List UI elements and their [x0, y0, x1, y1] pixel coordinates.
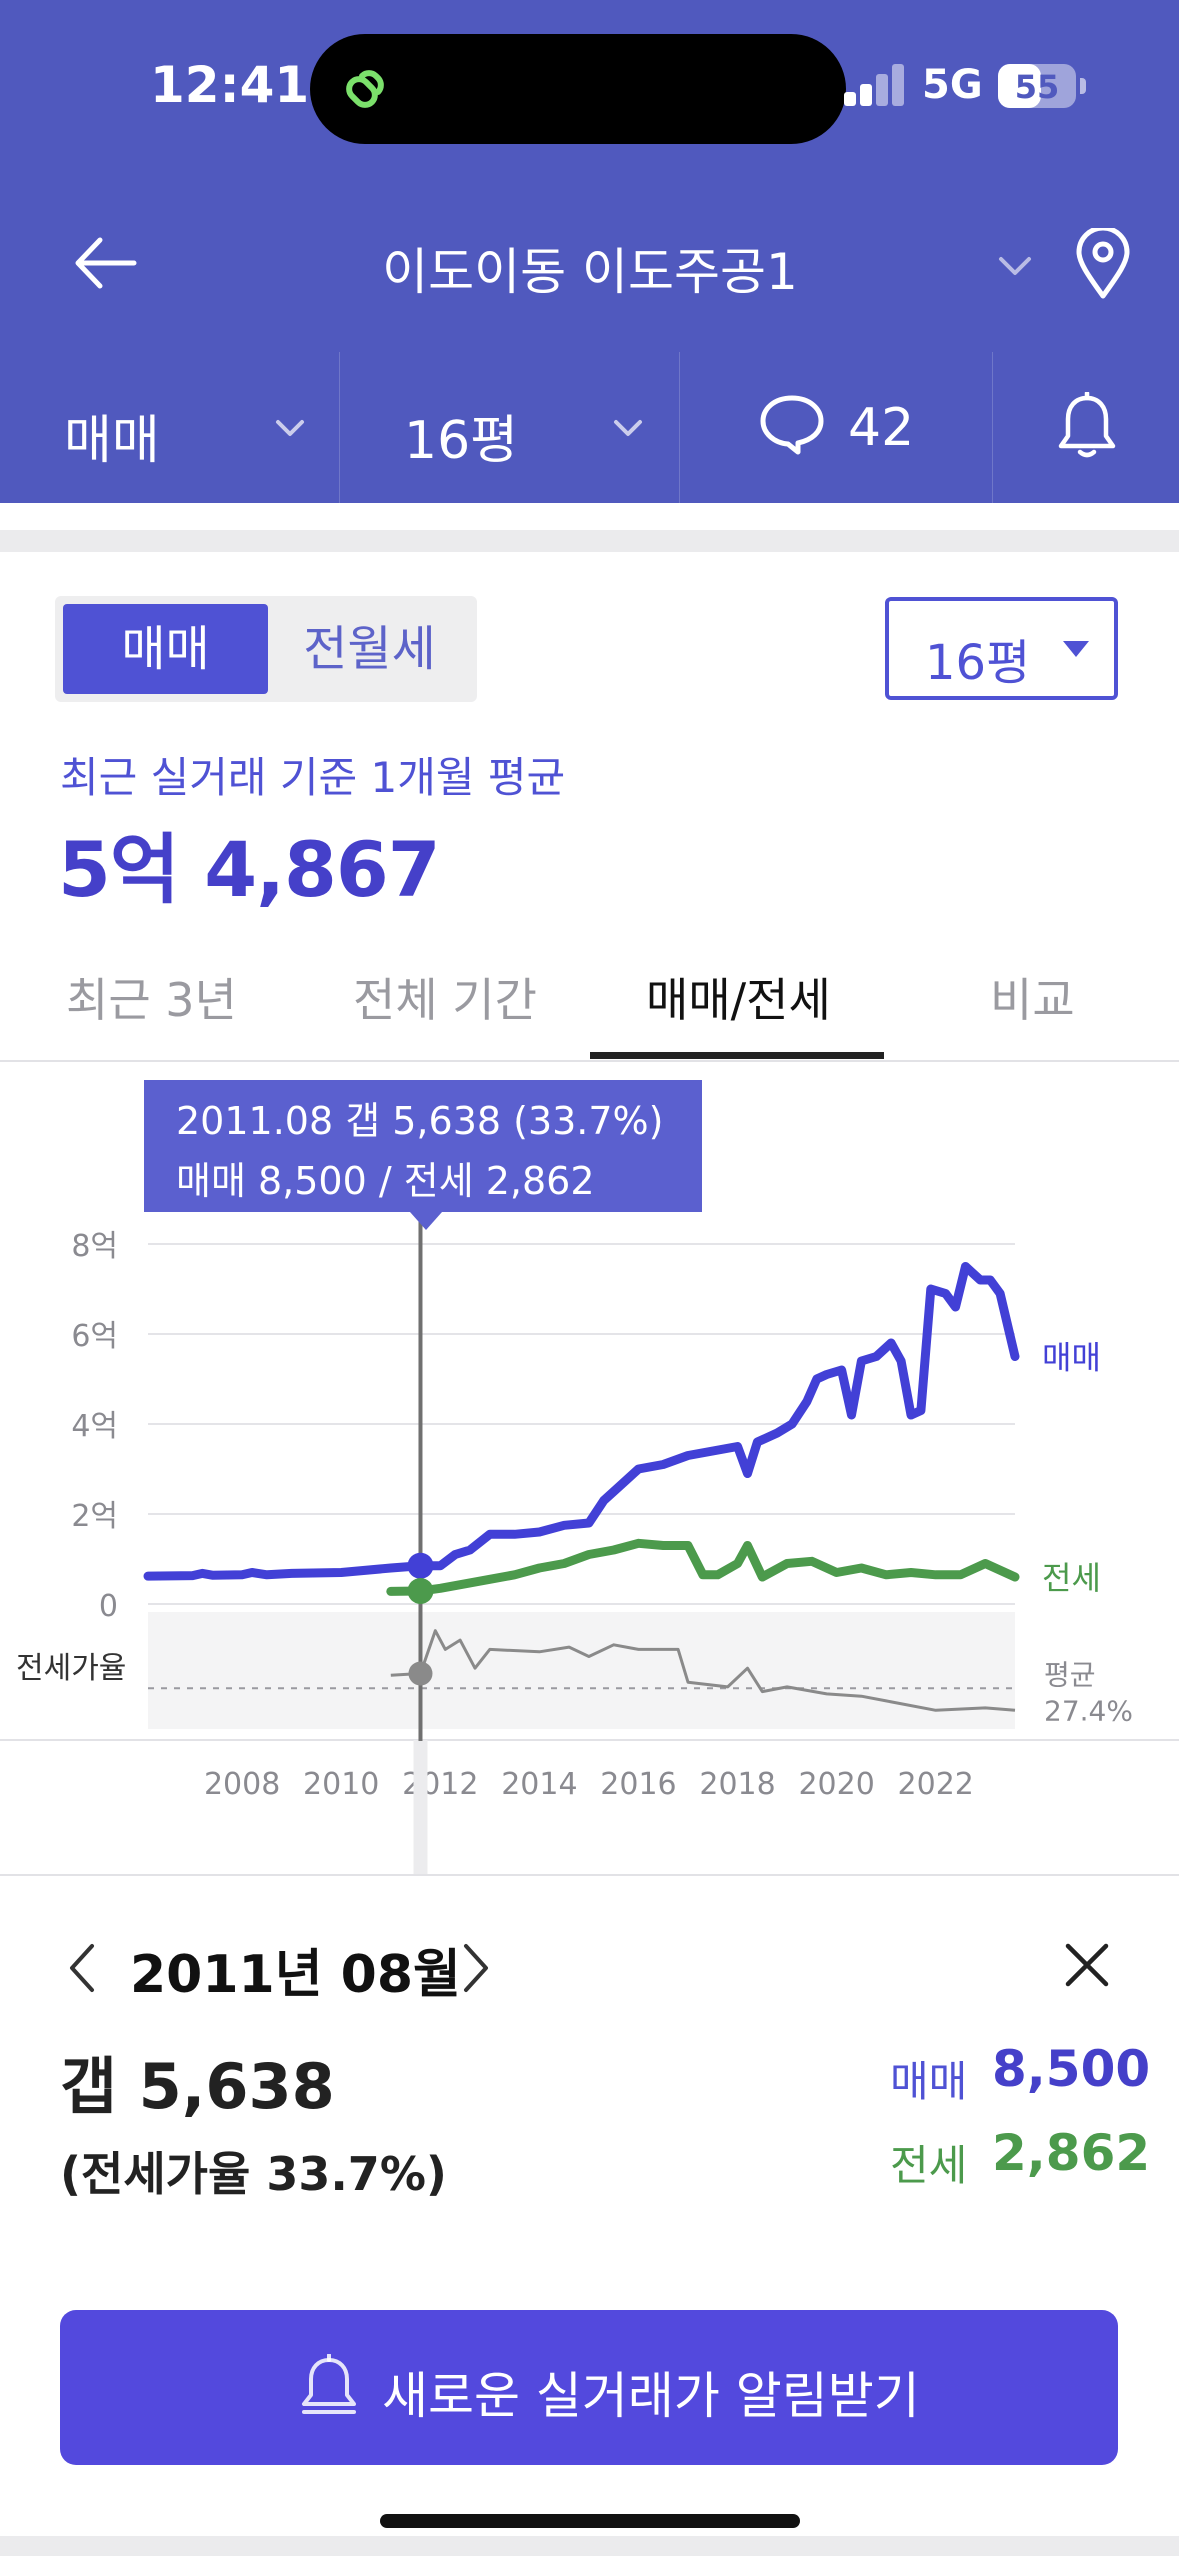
- buy-label: 매매: [890, 2057, 968, 2106]
- tooltip-prices: 매매 8,500 / 전세 2,862: [176, 1159, 595, 1203]
- tab-buy-jeonse[interactable]: 매매/전세: [646, 973, 831, 1027]
- tab-all-period[interactable]: 전체 기간: [353, 973, 537, 1027]
- chevron-right-icon[interactable]: [456, 1940, 496, 1996]
- buy-series-label: 매매: [1042, 1339, 1101, 1377]
- x-tick-label: 2016: [600, 1767, 676, 1802]
- toggle-buy[interactable]: 매매: [63, 604, 268, 694]
- x-tick-label: 2020: [798, 1767, 874, 1802]
- ratio-selected-marker: [408, 1661, 433, 1686]
- comment-count: 42: [848, 398, 915, 458]
- alert-button-label: 새로운 실거래가 알림받기: [382, 2367, 920, 2425]
- ratio-band-bg: [148, 1612, 1015, 1729]
- x-tick-label: 2008: [204, 1767, 280, 1802]
- toggle-rent[interactable]: 전월세: [303, 621, 436, 677]
- battery-level: 55: [1014, 68, 1060, 106]
- battery-icon: 55: [998, 64, 1076, 108]
- close-icon[interactable]: [1062, 1940, 1112, 1990]
- x-tick-label: 2018: [699, 1767, 775, 1802]
- trade-toggle: 매매 전월세: [55, 596, 477, 702]
- tooltip-arrow: [410, 1212, 442, 1230]
- period-tabs: 최근 3년 전체 기간 매매/전세 비교: [0, 938, 1179, 1062]
- page-title[interactable]: 이도이동 이도주공1: [382, 243, 798, 301]
- divider: [992, 352, 993, 503]
- y-tick-label: 2억: [71, 1499, 118, 1534]
- filter-bar: 매매 16평 42: [0, 352, 1179, 503]
- link-app-icon: [346, 70, 384, 108]
- buy-value: 8,500: [992, 2040, 1151, 2098]
- tab-compare[interactable]: 비교: [990, 973, 1075, 1027]
- section-divider: [0, 530, 1179, 552]
- size-label: 16평: [404, 411, 519, 471]
- bottom-strip: [0, 2536, 1179, 2556]
- selection-stem: [413, 1740, 428, 1874]
- comments-button[interactable]: 42: [680, 352, 992, 503]
- price-alert-button[interactable]: 새로운 실거래가 알림받기: [60, 2310, 1118, 2465]
- home-indicator: [380, 2514, 800, 2528]
- recent-average-price: 5억 4,867: [58, 825, 441, 914]
- location-pin-icon[interactable]: [1075, 228, 1131, 300]
- size-dropdown[interactable]: 16평: [340, 352, 679, 503]
- buy-series-line: [143, 1262, 1020, 1581]
- x-tick-label: 2014: [501, 1767, 577, 1802]
- ratio-label: 전세가율: [16, 1651, 126, 1686]
- chevron-down-icon[interactable]: [995, 245, 1035, 285]
- bell-icon: [302, 2354, 356, 2414]
- bell-icon[interactable]: [1056, 392, 1118, 462]
- jeonse-value: 2,862: [992, 2124, 1151, 2182]
- tab-recent-3y[interactable]: 최근 3년: [66, 973, 237, 1027]
- speech-bubble-icon: [760, 395, 824, 455]
- jeonse-label: 전세: [890, 2141, 968, 2190]
- battery-tip: [1080, 78, 1086, 94]
- divider: [679, 352, 680, 503]
- gap-value: 갭 5,638: [60, 2050, 335, 2123]
- jeonse-ratio: (전세가율 33.7%): [60, 2147, 447, 2201]
- jeonse-series-label: 전세: [1042, 1559, 1101, 1597]
- trade-type-dropdown[interactable]: 매매: [0, 352, 339, 503]
- dynamic-island: [310, 34, 846, 144]
- jeonse-selected-marker: [407, 1577, 434, 1604]
- chart-tooltip: 2011.08 갭 5,638 (33.7%) 매매 8,500 / 전세 2,…: [144, 1080, 702, 1212]
- x-tick-label: 2010: [303, 1767, 379, 1802]
- battery-fill: [998, 64, 1041, 108]
- average-value: 27.4%: [1044, 1694, 1133, 1727]
- cellular-signal-icon: [844, 64, 906, 106]
- y-tick-label: 0: [99, 1589, 118, 1624]
- ratio-series-line: [390, 1629, 1016, 1712]
- trade-type-label: 매매: [64, 411, 160, 471]
- y-tick-label: 4억: [71, 1409, 118, 1444]
- caret-down-icon: [1063, 641, 1089, 657]
- price-chart[interactable]: 8억 6억 4억 2억 0 2008 2010 2012 2014 2016 2018 2020 202…: [0, 1064, 1179, 1874]
- chevron-down-icon: [614, 420, 642, 436]
- app-header: 12:41 5G 55 이도이동 이도주공1 매매: [0, 0, 1179, 503]
- x-tick-label: 2022: [898, 1767, 974, 1802]
- tooltip-gap: 2011.08 갭 5,638 (33.7%): [176, 1099, 664, 1143]
- chevron-left-icon[interactable]: [62, 1940, 102, 1996]
- buy-selected-marker: [407, 1552, 434, 1579]
- jeonse-series-line: [386, 1538, 1020, 1596]
- network-label: 5G: [922, 62, 983, 108]
- y-tick-label: 6억: [71, 1319, 118, 1354]
- size-select[interactable]: 16평: [885, 597, 1118, 700]
- back-arrow-icon[interactable]: [70, 228, 140, 298]
- size-select-label: 16평: [925, 635, 1031, 691]
- active-tab-indicator: [590, 1052, 884, 1059]
- y-tick-label: 8억: [71, 1229, 118, 1264]
- selected-month: 2011년 08월: [130, 1945, 461, 2005]
- chevron-down-icon: [276, 420, 304, 436]
- average-label: 평균: [1044, 1658, 1096, 1691]
- status-time: 12:41: [150, 56, 310, 114]
- recent-average-label: 최근 실거래 기준 1개월 평균: [60, 753, 566, 802]
- divider: [339, 352, 340, 503]
